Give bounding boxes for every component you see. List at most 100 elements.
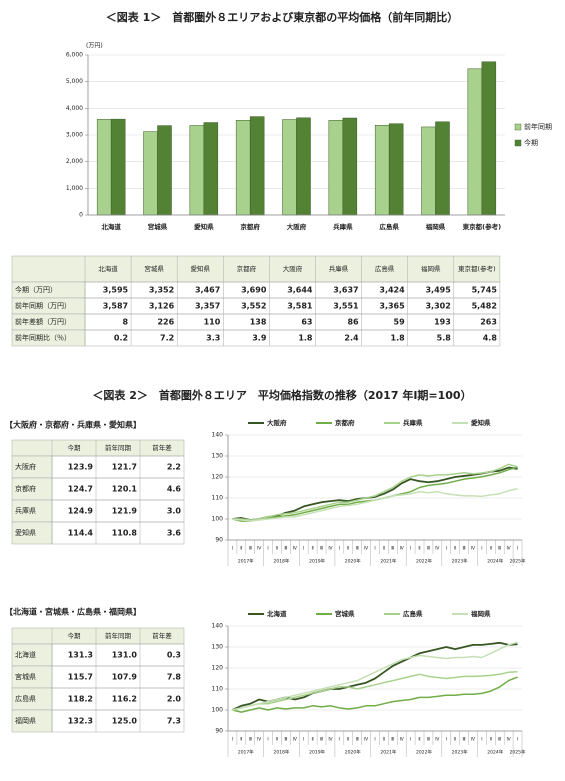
y-tick-label: 90 xyxy=(215,537,223,544)
x-tick-label: Ⅱ xyxy=(240,737,242,743)
y-tick-label: 1,000 xyxy=(66,185,83,192)
year-label: 2024年 xyxy=(487,558,503,565)
year-label: 2017年 xyxy=(238,749,254,756)
x-tick-label: Ⅲ xyxy=(284,546,287,552)
table-cell: 123.9 xyxy=(68,463,94,472)
table-row-label: 北海道 xyxy=(15,650,36,659)
year-label: 2017年 xyxy=(238,558,254,565)
year-label: 2024年 xyxy=(487,749,503,756)
x-tick-label: Ⅰ xyxy=(446,546,447,552)
y-tick-label: 4,000 xyxy=(66,105,83,112)
table-cell: 7.2 xyxy=(160,334,174,343)
year-label: 2025年 xyxy=(510,558,526,565)
x-tick-label: Ⅳ xyxy=(400,546,405,552)
x-tick-label: Ⅲ xyxy=(463,737,466,743)
section-heading: 【北海道・宮城県・広島県・福岡県】 xyxy=(5,607,141,617)
year-label: 2022年 xyxy=(416,558,432,565)
bar xyxy=(110,118,126,216)
table-row-label: 前年同期（万円） xyxy=(15,301,71,310)
table-cell: 86 xyxy=(347,318,359,327)
x-tick-label: Ⅲ xyxy=(391,546,394,552)
x-tick-label: Ⅱ xyxy=(347,546,349,552)
year-label: 2021年 xyxy=(380,749,396,756)
table-cell: 3.3 xyxy=(206,334,220,343)
x-tick-label: Ⅲ xyxy=(320,737,323,743)
table-row-label: 京都府 xyxy=(15,484,36,493)
y-tick-label: 3,000 xyxy=(66,132,83,139)
y-tick-label: 130 xyxy=(212,453,224,460)
table-cell: 5.8 xyxy=(437,334,452,343)
x-tick-label: Ⅳ xyxy=(293,546,298,552)
x-tick-label: 北海道 xyxy=(101,222,121,231)
table-cell: 3.0 xyxy=(167,507,182,516)
x-tick-label: Ⅱ xyxy=(490,546,492,552)
legend-label: 福岡県 xyxy=(470,609,491,618)
x-tick-label: Ⅰ xyxy=(232,546,233,552)
section-heading: 【大阪府・京都府・兵庫県・愛知県】 xyxy=(5,420,141,430)
table-row-label: 前年同期比（％） xyxy=(15,333,71,342)
x-tick-label: Ⅳ xyxy=(257,737,262,743)
y-tick-label: 140 xyxy=(212,623,224,630)
table-cell: 4.6 xyxy=(167,485,182,494)
table-cell: 3,581 xyxy=(287,302,313,311)
table-cell: 107.9 xyxy=(112,673,138,682)
table-cell: 0.3 xyxy=(167,651,181,660)
x-tick-label: Ⅳ xyxy=(328,737,333,743)
x-tick-label: Ⅰ xyxy=(517,737,518,743)
table-cell: 3,467 xyxy=(195,286,220,295)
table-cell: 226 xyxy=(157,318,174,327)
table-row-bg xyxy=(84,329,501,347)
x-tick-label: Ⅲ xyxy=(284,737,287,743)
table-header: 前年差 xyxy=(152,631,172,640)
x-tick-label: Ⅰ xyxy=(410,737,411,743)
x-tick-label: Ⅱ xyxy=(312,546,314,552)
legend-label: 今期 xyxy=(524,138,538,147)
table-cell: 193 xyxy=(434,318,451,327)
table-cell: 5,482 xyxy=(472,302,497,311)
line-series xyxy=(232,671,518,711)
table-header: 愛知県 xyxy=(191,264,211,273)
x-tick-label: Ⅰ xyxy=(481,737,482,743)
table-header: 兵庫県 xyxy=(329,264,349,273)
bar xyxy=(435,121,450,216)
table-row-label: 広島県 xyxy=(15,694,36,703)
x-tick-label: Ⅱ xyxy=(383,546,385,552)
table-cell: 121.7 xyxy=(112,463,137,472)
x-tick-label: Ⅰ xyxy=(232,737,233,743)
year-label: 2023年 xyxy=(452,749,468,756)
x-tick-label: Ⅳ xyxy=(293,737,298,743)
table-header: 北海道 xyxy=(98,264,118,273)
x-tick-label: Ⅲ xyxy=(249,737,252,743)
x-tick-label: Ⅲ xyxy=(498,546,501,552)
table-cell: 2.2 xyxy=(167,463,181,472)
table-header: 京都府 xyxy=(237,264,257,273)
table-cell: 124.7 xyxy=(68,485,93,494)
table-header: 今期 xyxy=(68,631,82,640)
x-tick-label: Ⅳ xyxy=(471,546,476,552)
year-label: 2020年 xyxy=(345,749,361,756)
y-axis-unit: (万円) xyxy=(86,43,103,50)
legend-label: 北海道 xyxy=(267,609,287,618)
bar xyxy=(235,120,251,216)
table-cell: 3,587 xyxy=(103,302,128,311)
table-cell: 3,126 xyxy=(149,302,175,311)
line-series xyxy=(232,488,518,522)
x-tick-label: Ⅳ xyxy=(471,737,476,743)
x-tick-label: Ⅰ xyxy=(481,546,482,552)
table-cell: 3,644 xyxy=(287,286,313,295)
x-tick-label: Ⅰ xyxy=(303,737,304,743)
year-label: 2018年 xyxy=(273,749,289,756)
bar xyxy=(96,119,112,216)
table-cell: 110.8 xyxy=(112,529,138,538)
table-cell: 2.4 xyxy=(344,334,359,343)
y-tick-label: 5,000 xyxy=(66,78,83,85)
table-cell: 1.8 xyxy=(298,334,313,343)
x-tick-label: Ⅲ xyxy=(356,546,359,552)
bar xyxy=(249,116,265,216)
figure-title: ＜図表 2＞ 首都圏外８エリア 平均価格指数の推移（2017 年Ⅰ期=100） xyxy=(92,388,471,402)
bar xyxy=(203,122,219,216)
x-tick-label: Ⅳ xyxy=(364,737,369,743)
bar xyxy=(388,123,404,216)
x-tick-label: Ⅲ xyxy=(427,546,430,552)
x-tick-label: Ⅰ xyxy=(267,737,268,743)
